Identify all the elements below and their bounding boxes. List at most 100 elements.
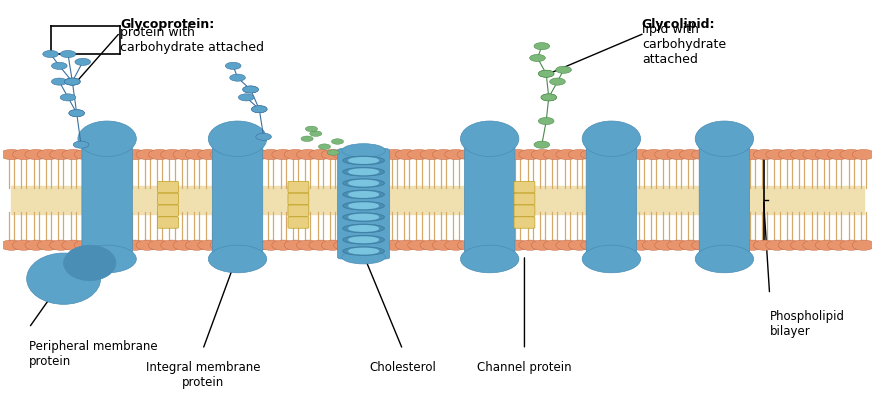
FancyBboxPatch shape xyxy=(338,149,389,259)
Circle shape xyxy=(50,150,72,160)
Circle shape xyxy=(630,150,653,160)
Circle shape xyxy=(482,150,504,160)
Circle shape xyxy=(210,150,233,160)
Circle shape xyxy=(358,240,381,250)
Ellipse shape xyxy=(78,245,136,273)
Circle shape xyxy=(396,240,418,250)
Circle shape xyxy=(247,240,270,250)
FancyBboxPatch shape xyxy=(514,181,535,193)
Circle shape xyxy=(74,141,89,148)
Circle shape xyxy=(87,150,109,160)
Circle shape xyxy=(717,150,739,160)
Circle shape xyxy=(538,118,554,124)
Circle shape xyxy=(149,150,171,160)
Circle shape xyxy=(753,240,776,250)
Text: Phospholipid
bilayer: Phospholipid bilayer xyxy=(770,310,844,338)
Circle shape xyxy=(840,240,863,250)
Circle shape xyxy=(753,150,776,160)
Circle shape xyxy=(234,150,257,160)
Circle shape xyxy=(65,78,80,85)
Circle shape xyxy=(828,150,850,160)
Circle shape xyxy=(38,150,60,160)
Circle shape xyxy=(704,240,726,250)
Circle shape xyxy=(679,240,702,250)
Circle shape xyxy=(507,150,529,160)
Circle shape xyxy=(568,150,591,160)
FancyBboxPatch shape xyxy=(514,193,535,204)
Circle shape xyxy=(52,78,67,85)
Circle shape xyxy=(358,150,381,160)
Circle shape xyxy=(247,150,270,160)
FancyBboxPatch shape xyxy=(158,193,178,204)
Ellipse shape xyxy=(349,169,378,174)
Circle shape xyxy=(87,240,109,250)
Ellipse shape xyxy=(349,214,378,220)
Circle shape xyxy=(741,150,764,160)
Text: Glycoprotein:: Glycoprotein: xyxy=(120,18,214,31)
Circle shape xyxy=(50,240,72,250)
Circle shape xyxy=(301,136,313,142)
Circle shape xyxy=(679,150,702,160)
Circle shape xyxy=(111,150,134,160)
Circle shape xyxy=(618,150,640,160)
Circle shape xyxy=(238,94,254,101)
Circle shape xyxy=(654,150,677,160)
Circle shape xyxy=(198,240,220,250)
Ellipse shape xyxy=(208,245,267,273)
Circle shape xyxy=(198,150,220,160)
Text: Channel protein: Channel protein xyxy=(477,362,571,374)
Circle shape xyxy=(420,240,443,250)
Circle shape xyxy=(62,150,85,160)
Circle shape xyxy=(222,240,245,250)
Ellipse shape xyxy=(349,237,378,242)
Circle shape xyxy=(99,150,122,160)
Circle shape xyxy=(371,240,393,250)
Circle shape xyxy=(123,240,146,250)
Circle shape xyxy=(0,150,23,160)
Ellipse shape xyxy=(582,121,640,156)
FancyBboxPatch shape xyxy=(158,205,178,216)
Circle shape xyxy=(123,150,146,160)
Circle shape xyxy=(766,150,788,160)
Ellipse shape xyxy=(349,248,378,254)
Circle shape xyxy=(790,240,813,250)
Text: Peripheral membrane
protein: Peripheral membrane protein xyxy=(29,340,158,368)
Ellipse shape xyxy=(696,121,753,156)
Circle shape xyxy=(457,150,480,160)
Circle shape xyxy=(420,150,443,160)
FancyBboxPatch shape xyxy=(288,181,309,193)
Circle shape xyxy=(255,133,271,140)
Circle shape xyxy=(12,240,35,250)
Circle shape xyxy=(52,62,67,69)
Circle shape xyxy=(667,150,690,160)
Circle shape xyxy=(541,94,556,101)
Circle shape xyxy=(704,150,726,160)
Circle shape xyxy=(408,240,430,250)
Ellipse shape xyxy=(343,247,384,256)
Circle shape xyxy=(803,150,825,160)
Circle shape xyxy=(305,126,318,132)
Circle shape xyxy=(531,150,554,160)
Ellipse shape xyxy=(343,236,384,244)
Circle shape xyxy=(65,78,80,85)
Circle shape xyxy=(210,240,233,250)
Circle shape xyxy=(432,240,455,250)
Circle shape xyxy=(284,150,307,160)
Circle shape xyxy=(173,150,196,160)
FancyBboxPatch shape xyxy=(213,137,262,261)
Ellipse shape xyxy=(349,192,378,197)
Circle shape xyxy=(717,240,739,250)
Circle shape xyxy=(309,240,332,250)
Circle shape xyxy=(556,240,578,250)
Circle shape xyxy=(318,144,331,150)
Circle shape xyxy=(494,240,517,250)
Circle shape xyxy=(469,240,492,250)
Circle shape xyxy=(852,150,875,160)
Circle shape xyxy=(149,240,171,250)
Circle shape xyxy=(543,150,566,160)
Circle shape xyxy=(383,240,406,250)
Ellipse shape xyxy=(27,253,101,304)
Ellipse shape xyxy=(78,121,136,156)
Circle shape xyxy=(667,240,690,250)
Circle shape xyxy=(346,240,368,250)
